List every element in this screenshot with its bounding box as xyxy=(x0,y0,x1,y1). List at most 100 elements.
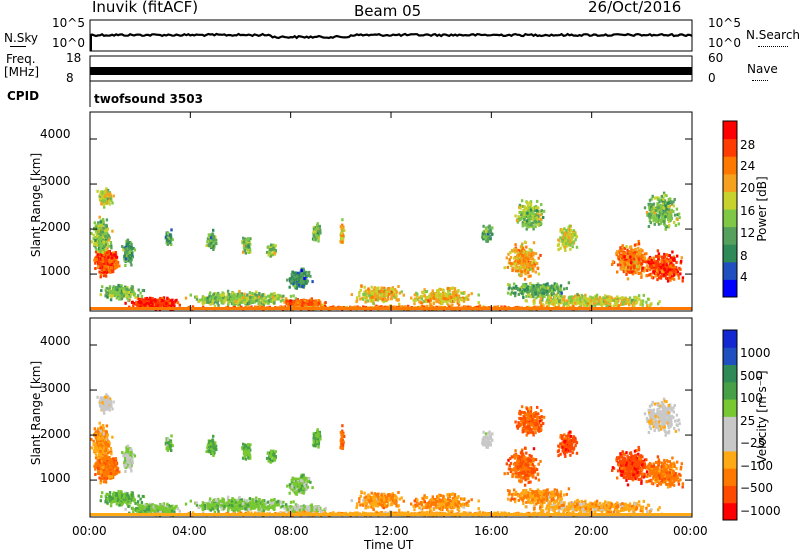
power-cell xyxy=(387,288,390,292)
power-cell xyxy=(154,299,157,303)
power-cell xyxy=(456,298,459,302)
power-cell xyxy=(668,214,671,218)
power-cell xyxy=(356,296,359,300)
power-cell xyxy=(113,266,117,270)
xlabel: Time UT xyxy=(364,538,414,552)
power-cell xyxy=(311,280,314,284)
power-cell xyxy=(530,217,533,221)
power-cell xyxy=(643,206,647,210)
power-cell xyxy=(671,276,674,280)
power-cell xyxy=(657,222,661,226)
power-cell xyxy=(432,302,435,306)
power-cell xyxy=(655,272,658,276)
power-cell xyxy=(114,251,117,254)
power-cell xyxy=(118,297,121,301)
power-cell xyxy=(258,295,261,299)
power-cell xyxy=(667,205,670,209)
power-cell xyxy=(103,192,106,196)
cpid-value: twofsound 3503 xyxy=(94,92,203,106)
freq-trace xyxy=(90,67,692,75)
power-cell xyxy=(165,302,168,306)
power-cell xyxy=(127,291,130,294)
power-cell xyxy=(462,299,466,303)
power-cell xyxy=(664,204,667,208)
freq-tick-bottom: 8 xyxy=(66,71,74,85)
power-cell xyxy=(418,300,421,304)
power-cell xyxy=(488,228,491,232)
power-cell xyxy=(529,267,532,271)
power-cell xyxy=(450,296,453,300)
power-cell xyxy=(240,301,243,304)
power-cell xyxy=(104,260,107,264)
power-cell xyxy=(226,296,229,300)
power-cell xyxy=(112,251,115,255)
power-cell xyxy=(93,243,96,247)
power-cell xyxy=(570,238,574,242)
power-cell xyxy=(108,202,111,206)
power-cell xyxy=(103,233,107,237)
power-cell xyxy=(126,257,129,261)
power-cell xyxy=(248,291,252,295)
power-cell xyxy=(126,251,129,255)
power-cell xyxy=(103,238,106,242)
power-cell xyxy=(109,266,113,270)
power-cell xyxy=(520,199,524,203)
velocity-cbar-tick-neg1000: −1000 xyxy=(740,504,781,518)
power-cell xyxy=(524,253,527,257)
power-cell xyxy=(267,253,270,257)
power-cell xyxy=(100,247,104,251)
power-cell xyxy=(516,260,520,264)
power-cell xyxy=(252,299,255,303)
power-cell xyxy=(124,301,127,305)
power-cell xyxy=(516,288,520,292)
power-cell xyxy=(673,198,676,201)
nave-tick-top: 60 xyxy=(708,51,724,65)
power-cbar-tick-16: 16 xyxy=(740,204,756,218)
power-cell xyxy=(103,199,106,203)
power-cell xyxy=(303,272,307,276)
power-cell xyxy=(293,275,296,279)
nsky-trace xyxy=(89,32,693,51)
power-cell xyxy=(113,260,116,264)
power-cell xyxy=(664,224,667,228)
power-cell xyxy=(667,208,670,211)
power-cell xyxy=(171,298,174,302)
power-cell xyxy=(420,297,424,301)
power-cell xyxy=(523,284,527,288)
power-cell xyxy=(116,292,120,296)
power-cell xyxy=(95,240,99,244)
power-cell xyxy=(611,263,614,266)
power-cell xyxy=(104,229,107,233)
power-cell xyxy=(392,288,395,291)
power-cell xyxy=(104,274,108,278)
power-cell xyxy=(324,301,327,305)
power-cell xyxy=(540,222,543,226)
power-cell xyxy=(234,299,238,303)
power-cell xyxy=(101,235,105,239)
power-cell xyxy=(528,247,531,251)
power-cell xyxy=(523,288,527,292)
nsky-tick-bottom: 10^0 xyxy=(52,36,85,50)
power-cell xyxy=(665,276,668,280)
power-cell xyxy=(102,226,105,230)
power-cell xyxy=(513,282,516,286)
power-cell xyxy=(531,269,534,273)
power-cell xyxy=(648,273,651,277)
power-cell xyxy=(525,245,528,249)
power-cell xyxy=(457,295,461,299)
power-cell xyxy=(514,294,517,298)
power-cell xyxy=(110,244,113,248)
power-cell xyxy=(98,270,101,274)
power-cell xyxy=(105,200,108,204)
power-cell xyxy=(133,302,136,305)
power-cell xyxy=(359,297,362,301)
power-cell xyxy=(657,267,661,271)
power-cell xyxy=(520,256,523,260)
power-cell xyxy=(189,293,192,297)
power-cell xyxy=(681,279,684,283)
nsky-label: N.Sky xyxy=(4,31,39,45)
power-cell xyxy=(217,303,220,307)
power-cell xyxy=(568,224,571,228)
power-cell xyxy=(656,260,659,264)
power-cell xyxy=(167,298,171,302)
